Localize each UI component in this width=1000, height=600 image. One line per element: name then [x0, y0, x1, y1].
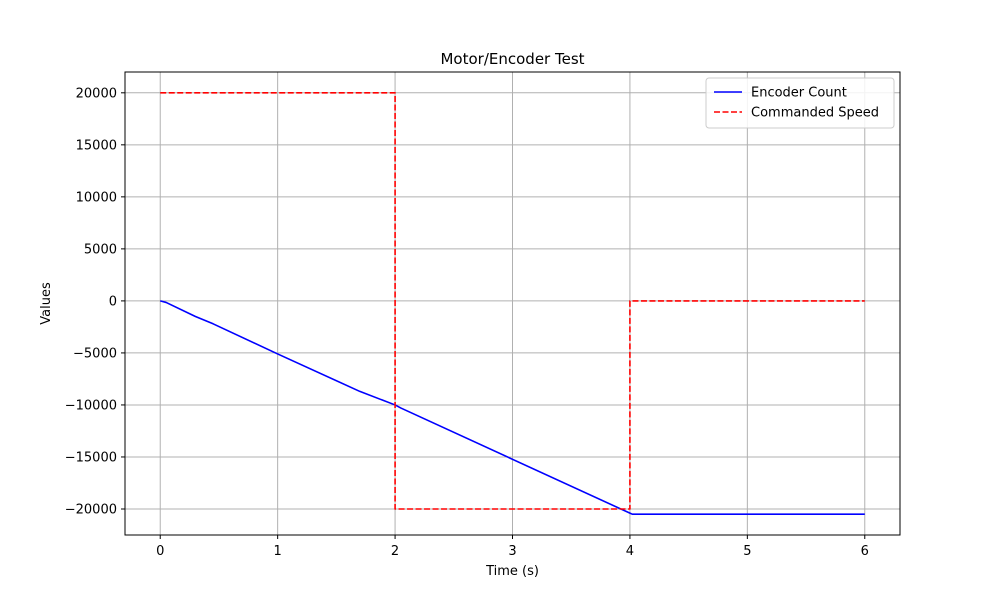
x-tick-label: 4: [626, 544, 634, 559]
x-tick-label: 1: [274, 544, 282, 559]
y-tick-label: 15000: [76, 138, 117, 153]
series-line-encoder-count: [160, 300, 865, 515]
grid-lines: [125, 72, 900, 535]
y-tick-label: −10000: [65, 398, 117, 413]
x-tick-label: 6: [861, 544, 869, 559]
x-tick-label: 0: [156, 544, 164, 559]
y-tick-label: 5000: [84, 242, 117, 257]
x-axis-title: Time (s): [485, 564, 539, 579]
x-tick-label: 2: [391, 544, 399, 559]
legend-label: Encoder Count: [751, 86, 847, 101]
y-tick-label: 20000: [76, 86, 117, 101]
series-line-commanded-speed: [160, 92, 865, 510]
y-tick-label: 0: [109, 294, 117, 309]
legend: Encoder Count Commanded Speed: [705, 77, 895, 129]
x-tick-label: 5: [743, 544, 751, 559]
plot-series: [160, 92, 865, 515]
legend-label: Commanded Speed: [751, 106, 879, 121]
y-axis-title: Values: [39, 282, 54, 325]
legend-box: [705, 77, 895, 129]
y-tick-label: 10000: [76, 190, 117, 205]
y-tick-label: −15000: [65, 450, 117, 465]
chart-title: Motor/Encoder Test: [440, 50, 584, 68]
x-tick-label: 3: [508, 544, 516, 559]
y-tick-label: −5000: [73, 346, 117, 361]
y-tick-label: −20000: [65, 502, 117, 517]
axis-ticks: 0 1 2 3 4 5 6 20000 15000 10000 5000 0 −5000 −10000 −1…: [65, 86, 869, 559]
